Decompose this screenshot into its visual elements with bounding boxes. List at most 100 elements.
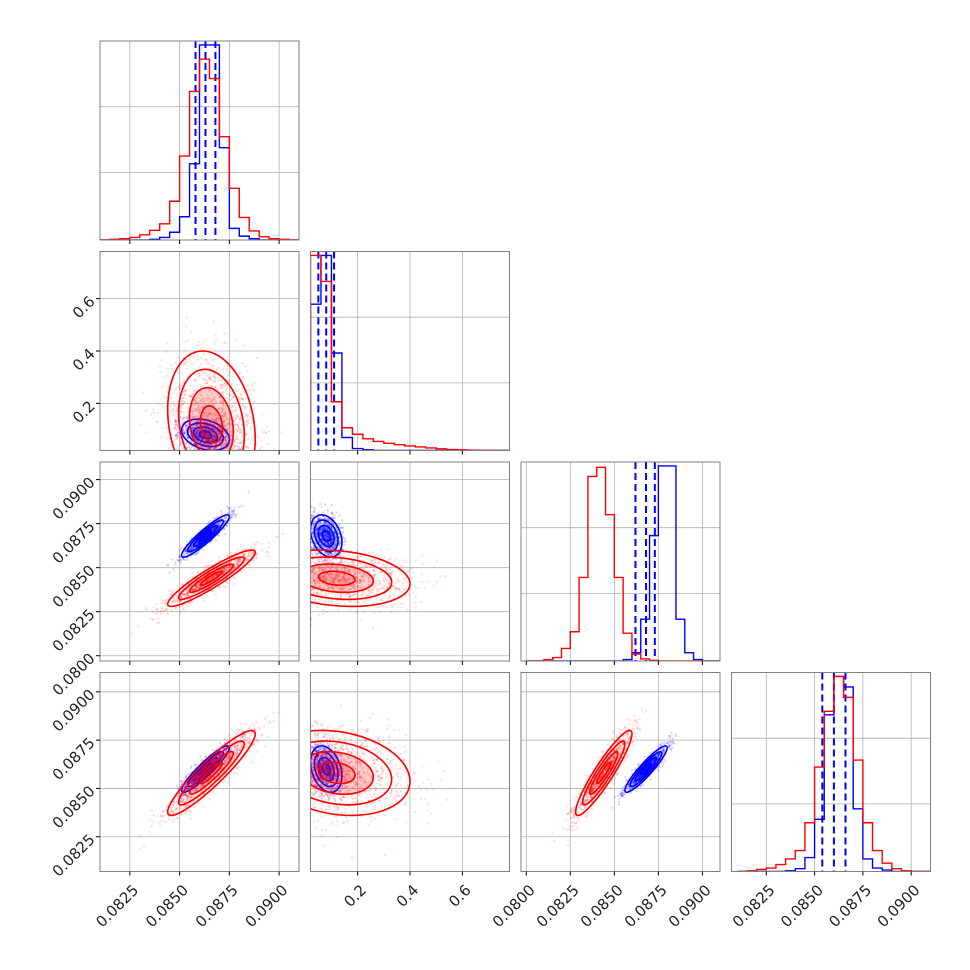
scatter-point: [203, 440, 206, 443]
scatter-point: [223, 428, 226, 431]
panel-1-1: [310, 251, 510, 455]
scatter-point: [212, 437, 215, 440]
scatter-point: [209, 447, 212, 450]
scatter-point: [333, 544, 336, 547]
scatter-point: [315, 527, 319, 531]
scatter-point: [229, 506, 232, 509]
scatter-point: [206, 393, 209, 396]
scatter-point: [316, 535, 319, 539]
scatter-point: [206, 448, 209, 451]
scatter-point: [185, 397, 188, 400]
scatter-point: [317, 518, 320, 521]
scatter-point: [228, 561, 232, 564]
scatter-point: [232, 440, 236, 443]
scatter-point: [174, 561, 177, 564]
scatter-point: [227, 566, 231, 569]
scatter-point: [177, 559, 181, 563]
scatter-point: [323, 533, 326, 536]
contour-red: [199, 405, 224, 444]
scatter-point: [183, 593, 187, 596]
scatter-point: [190, 548, 193, 551]
scatter-point: [204, 424, 207, 427]
scatter-point: [230, 382, 233, 386]
scatter-point: [324, 503, 327, 506]
scatter-point: [182, 583, 185, 586]
scatter-point: [197, 405, 200, 408]
scatter-point: [332, 547, 335, 550]
scatter-point: [213, 527, 216, 530]
scatter-point: [334, 543, 337, 546]
scatter-point: [172, 440, 175, 443]
scatter-point: [311, 525, 314, 528]
scatter-point: [210, 590, 214, 593]
scatter-point: [222, 422, 225, 425]
scatter-point: [223, 571, 226, 574]
scatter-point: [265, 550, 268, 553]
scatter-point: [209, 422, 212, 425]
scatter-point: [267, 554, 270, 558]
scatter-point: [233, 561, 237, 564]
scatter-point: [173, 427, 177, 430]
scatter-point: [205, 380, 209, 383]
scatter-point: [205, 432, 208, 435]
scatter-point: [219, 441, 222, 445]
scatter-point: [211, 529, 215, 532]
scatter-point: [198, 442, 202, 446]
scatter-point: [217, 573, 220, 576]
scatter-point: [225, 438, 228, 442]
scatter-point: [195, 407, 198, 410]
scatter-point: [208, 434, 211, 437]
scatter-point: [139, 423, 143, 426]
scatter-point: [209, 412, 213, 416]
scatter-point: [191, 427, 194, 430]
scatter-point: [207, 432, 210, 436]
scatter-point: [182, 403, 185, 406]
scatter-point: [239, 558, 242, 561]
scatter-point: [318, 541, 321, 545]
scatter-point: [326, 534, 329, 537]
scatter-point: [191, 589, 194, 592]
scatter-point: [176, 448, 179, 451]
scatter-point: [162, 395, 165, 398]
scatter-point: [197, 425, 200, 429]
scatter-point: [204, 440, 207, 444]
scatter-point: [323, 534, 326, 537]
scatter-point: [160, 359, 163, 362]
scatter-point: [247, 446, 250, 449]
scatter-point: [221, 442, 224, 445]
scatter-point: [197, 423, 200, 426]
corner-panels: [96, 40, 931, 876]
scatter-point: [198, 585, 201, 588]
scatter-point: [180, 382, 183, 385]
scatter-point: [208, 378, 211, 381]
scatter-point: [217, 432, 220, 436]
scatter-point: [328, 529, 331, 532]
scatter-point: [179, 444, 183, 447]
scatter-point: [206, 434, 210, 438]
scatter-point: [222, 426, 226, 429]
scatter-point: [149, 413, 153, 416]
scatter-point: [321, 545, 325, 548]
scatter-point: [218, 432, 222, 436]
scatter-point: [338, 535, 341, 539]
scatter-point: [206, 579, 209, 583]
scatter-point: [237, 562, 240, 565]
scatter-point: [187, 423, 190, 427]
scatter-point: [235, 416, 238, 420]
scatter-point: [169, 592, 172, 596]
scatter-point: [222, 421, 225, 424]
scatter-point: [203, 402, 206, 406]
scatter-point: [196, 542, 199, 545]
scatter-point: [185, 594, 188, 597]
scatter-point: [194, 588, 198, 591]
scatter-point: [233, 558, 237, 562]
scatter-point: [214, 445, 217, 449]
scatter-point: [225, 428, 228, 431]
scatter-point: [280, 431, 283, 434]
scatter-point: [324, 536, 327, 540]
scatter-point: [193, 588, 196, 591]
scatter-point: [208, 434, 211, 438]
scatter-point: [192, 425, 195, 429]
scatter-point: [333, 531, 336, 534]
